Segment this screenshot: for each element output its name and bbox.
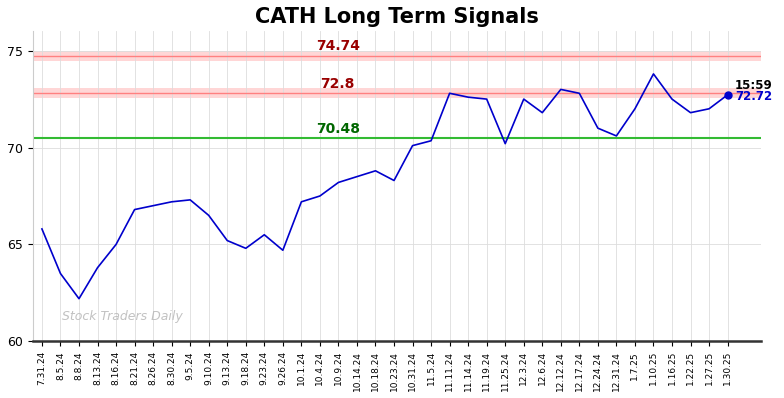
Text: 15:59: 15:59: [735, 79, 773, 92]
Bar: [33, 51, 761, 60]
Text: 72.72: 72.72: [735, 90, 772, 103]
Text: 72.8: 72.8: [321, 77, 355, 91]
Text: 70.48: 70.48: [316, 122, 360, 136]
Text: 74.74: 74.74: [316, 39, 360, 53]
Text: Stock Traders Daily: Stock Traders Daily: [62, 310, 183, 323]
Title: CATH Long Term Signals: CATH Long Term Signals: [255, 7, 539, 27]
Bar: [33, 88, 761, 98]
